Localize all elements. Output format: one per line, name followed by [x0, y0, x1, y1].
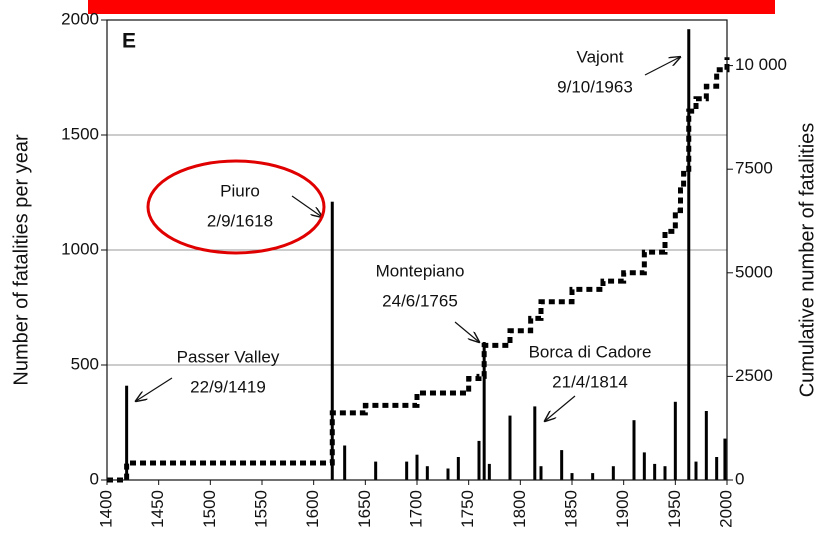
- x-tick-label: 1650: [355, 490, 374, 528]
- annotation-arrow: [136, 377, 173, 401]
- annotation-arrow: [545, 395, 576, 421]
- bar: [456, 457, 460, 480]
- x-tick-label: 1900: [613, 490, 632, 528]
- annotation: Piuro: [220, 181, 260, 200]
- bar: [415, 454, 419, 480]
- x-tick-label: 2000: [716, 490, 735, 528]
- x-tick-label: 1500: [200, 490, 219, 528]
- y-axis-label: Number of fatalities per year: [10, 134, 32, 386]
- highlight-bar: [88, 0, 775, 14]
- annotation: 22/9/1419: [190, 377, 266, 396]
- x-tick-label: 1700: [406, 490, 425, 528]
- annotation: 2/9/1618: [207, 211, 273, 230]
- bar: [374, 461, 378, 480]
- x-tick-label: 1550: [251, 490, 270, 528]
- bar: [539, 466, 543, 480]
- highlight-circle: [146, 159, 326, 255]
- y2-axis-label: Cumulative number of fatalities: [796, 123, 818, 398]
- cumulative-line: [107, 57, 730, 483]
- bar: [591, 473, 595, 480]
- annotation: 9/10/1963: [557, 77, 633, 96]
- bar: [632, 420, 636, 480]
- bar: [723, 438, 727, 480]
- y2-tick-label: 0: [735, 469, 744, 488]
- bar: [487, 463, 491, 480]
- bar: [482, 342, 486, 480]
- bar: [715, 457, 719, 480]
- bar: [405, 461, 409, 480]
- bar: [570, 473, 574, 480]
- annotation-arrow: [454, 321, 479, 342]
- annotation: Montepiano: [376, 261, 465, 280]
- plot-frame: [106, 19, 728, 481]
- bar: [694, 461, 698, 480]
- bar: [330, 201, 334, 480]
- x-tick-label: 1400: [96, 490, 115, 528]
- x-tick-label: 1950: [665, 490, 684, 528]
- bar: [663, 466, 667, 480]
- x-tick-label: 1800: [510, 490, 529, 528]
- bar: [642, 452, 646, 480]
- annotation: 24/6/1765: [382, 291, 458, 310]
- annotation: Vajont: [577, 47, 624, 66]
- annotation-arrow: [291, 195, 322, 217]
- bar: [125, 385, 129, 480]
- bar: [673, 401, 677, 480]
- bar: [343, 445, 347, 480]
- annotation: Borca di Cadore: [529, 342, 652, 361]
- bar: [704, 411, 708, 480]
- y-tick-label: 500: [71, 354, 99, 373]
- annotation: Passer Valley: [177, 347, 280, 366]
- y-tick-label: 2000: [61, 9, 99, 28]
- x-tick-label: 1850: [561, 490, 580, 528]
- x-tick-label: 1600: [303, 490, 322, 528]
- bar: [446, 468, 450, 480]
- y2-tick-label: 5000: [735, 262, 773, 281]
- y2-tick-label: 7500: [735, 159, 773, 178]
- y2-tick-label: 10 000: [735, 55, 787, 74]
- annotation: E: [122, 30, 136, 53]
- x-tick-label: 1450: [148, 490, 167, 528]
- bar: [611, 466, 615, 480]
- annotation: 21/4/1814: [552, 372, 628, 391]
- x-tick-label: 1750: [458, 490, 477, 528]
- annotation-arrow: [644, 57, 680, 76]
- y2-tick-label: 2500: [735, 366, 773, 385]
- bar: [653, 463, 657, 480]
- bar: [508, 415, 512, 480]
- bar: [425, 466, 429, 480]
- bar: [560, 450, 564, 480]
- y-tick-label: 0: [90, 469, 99, 488]
- y-tick-label: 1500: [61, 124, 99, 143]
- y-tick-label: 1000: [61, 239, 99, 258]
- bar: [687, 29, 691, 480]
- bar: [477, 440, 481, 480]
- bar: [533, 406, 537, 480]
